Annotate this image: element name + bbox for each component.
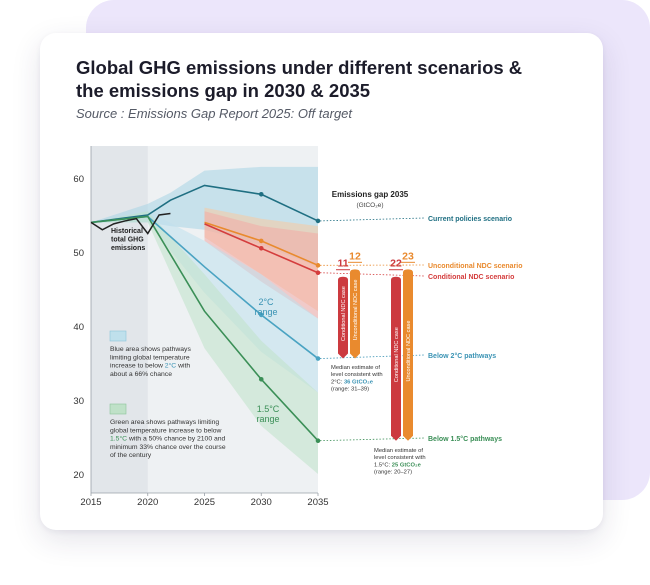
gap-value: 22 xyxy=(390,258,402,270)
gap-bar xyxy=(350,269,360,359)
x-tick-label: 2015 xyxy=(80,497,101,508)
range-2c-label: 2°C xyxy=(258,297,274,307)
legend-blue-text: increase to below 2°C with xyxy=(110,362,190,370)
median-2c-annotation: level consistent with xyxy=(331,372,383,378)
scenario-label-0: Current policies scenario xyxy=(428,216,512,223)
median-15c-annotation: (range: 20–27) xyxy=(374,470,412,476)
gap-bar xyxy=(403,269,413,441)
y-tick-label: 50 xyxy=(73,248,84,259)
gap-bar xyxy=(391,276,401,441)
scenario-point-3 xyxy=(258,312,264,318)
historical-label: emissions xyxy=(111,245,145,252)
legend-blue-text: limiting global temperature xyxy=(110,354,190,361)
emissions-gap-title: Emissions gap 2035 xyxy=(332,190,409,199)
scenario-line-4 xyxy=(90,215,319,442)
median-2c-annotation: 2°C: 36 GtCO₂e xyxy=(331,379,374,385)
scenario-band-2 xyxy=(204,211,318,319)
gap-bar-label: Unconditional NDC case xyxy=(406,321,412,382)
gap-value: 12 xyxy=(349,250,361,262)
leader-line-0 xyxy=(319,217,425,222)
scenario-point-1 xyxy=(315,263,321,268)
legend-blue-swatch xyxy=(109,330,127,342)
range-15c-label: 1.5°C xyxy=(257,404,280,414)
scenario-point-0 xyxy=(315,218,321,224)
emissions-gap-unit: (GtCO₂e) xyxy=(356,202,383,209)
median-2c-annotation: (range: 31–39) xyxy=(331,387,369,393)
chart-source: Source : Emissions Gap Report 2025: Off … xyxy=(76,106,353,121)
scenario-point-1 xyxy=(258,238,264,244)
chart-title: Global GHG emissions under different sce… xyxy=(76,57,523,101)
scenario-point-2 xyxy=(315,270,321,276)
legend-blue-text: Blue area shows pathways xyxy=(110,346,191,353)
historical-period-shade xyxy=(91,146,148,493)
scenario-line-0 xyxy=(90,184,319,224)
y-tick-label: 20 xyxy=(73,470,84,481)
median-2c-annotation: Median estimate of xyxy=(331,365,380,371)
y-tick-label: 40 xyxy=(73,322,84,333)
scenario-label-3: Below 2°C pathways xyxy=(428,352,496,360)
median-15c-annotation: 1.5°C: 25 GtCO₂e xyxy=(374,462,422,468)
x-tick-label: 2025 xyxy=(194,497,215,508)
scenario-point-4 xyxy=(258,376,264,382)
gap-value: 11 xyxy=(337,258,348,270)
legend-green-swatch xyxy=(109,403,127,415)
legend-green-text: 1.5°C with a 50% chance by 2100 and xyxy=(110,435,226,443)
range-2c-label: range xyxy=(254,307,277,317)
historical-emissions-line xyxy=(90,212,171,235)
scenario-label-2: Conditional NDC scenario xyxy=(428,274,514,281)
scenario-label-4: Below 1.5°C pathways xyxy=(428,435,502,443)
x-tick-label: 2035 xyxy=(307,497,328,508)
gap-bar-label: Conditional NDC case xyxy=(341,286,347,341)
gap-bar-label: Conditional NDC case xyxy=(394,327,400,382)
median-15c-annotation: Median estimate of xyxy=(374,448,423,454)
historical-label: total GHG xyxy=(111,237,144,244)
scenario-point-2 xyxy=(258,246,264,251)
legend-green-text: Green area shows pathways limiting xyxy=(110,419,219,426)
gap-bar xyxy=(338,276,348,359)
scenario-band-4 xyxy=(91,211,318,475)
scenario-label-1: Unconditional NDC scenario xyxy=(428,263,523,270)
x-tick-label: 2030 xyxy=(251,497,272,508)
scenario-point-0 xyxy=(258,191,264,197)
range-15c-label: range xyxy=(256,414,279,424)
historical-label: Historical xyxy=(111,228,143,235)
scenario-point-4 xyxy=(315,438,321,444)
legend-blue-text: about a 66% chance xyxy=(110,371,172,378)
y-tick-label: 30 xyxy=(73,396,84,407)
x-tick-label: 2020 xyxy=(137,497,158,508)
legend-green-text: minimum 33% chance over the course xyxy=(110,444,226,451)
gap-value: 23 xyxy=(402,250,414,262)
gap-bar-label: Unconditional NDC case xyxy=(353,279,359,340)
legend-green-text: of the century xyxy=(110,452,152,459)
y-tick-label: 60 xyxy=(73,174,84,185)
scenario-point-3 xyxy=(315,356,321,361)
legend-green-text: global temperature increase to below xyxy=(110,427,222,434)
median-15c-annotation: level consistent with xyxy=(374,455,426,461)
